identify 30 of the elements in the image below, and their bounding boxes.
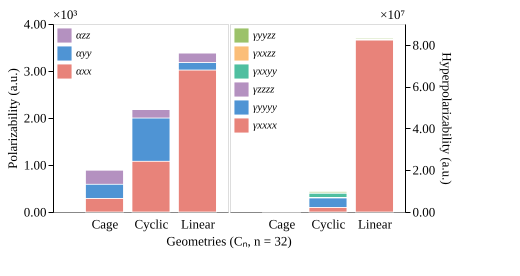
- y-axis-title: Hyperpolarizability (a.u.): [439, 52, 454, 185]
- y-tick-label: 6.00: [412, 79, 436, 94]
- y-tick-label: 0.00: [24, 204, 46, 220]
- y-tick-label: 4.00: [412, 120, 436, 136]
- x-axis-title: Geometries (Cₙ, n = 32): [166, 234, 292, 248]
- legend-label: γyyzz: [253, 30, 276, 42]
- y-tick-label: 8.00: [412, 37, 436, 52]
- legend-label: γzzzz: [253, 84, 276, 96]
- x-tick-label: Cage: [92, 216, 119, 232]
- x-tick-label: Linear: [358, 216, 393, 232]
- x-tick-label: Linear: [180, 216, 216, 232]
- x-tick-label: Cage: [268, 216, 296, 232]
- y-tick-label: 1.00: [24, 158, 46, 172]
- text: ×10⁷: [380, 7, 405, 22]
- legend-label: γxxzz: [253, 48, 276, 60]
- y-tick-label: 2.00: [412, 162, 436, 178]
- y-axis-title: Polarizability (a.u.): [4, 68, 20, 169]
- legend-label: γyyyy: [253, 102, 277, 114]
- x-tick-label: Cyclic: [134, 216, 169, 232]
- legend-label: αyy: [76, 48, 92, 60]
- y-tick-label: 3.00: [24, 64, 46, 78]
- legend-label: γxxyy: [253, 66, 277, 78]
- y-tick-label: 2.00: [24, 110, 46, 126]
- legend-label: γxxxx: [253, 120, 277, 132]
- y-tick-label: 4.00: [24, 16, 46, 32]
- text: ×10³: [53, 7, 78, 22]
- legend-label: αxx: [76, 66, 92, 78]
- legend-label: αzz: [76, 30, 92, 42]
- y-tick-label: 0.00: [412, 204, 436, 220]
- x-tick-label: Cyclic: [311, 216, 346, 232]
